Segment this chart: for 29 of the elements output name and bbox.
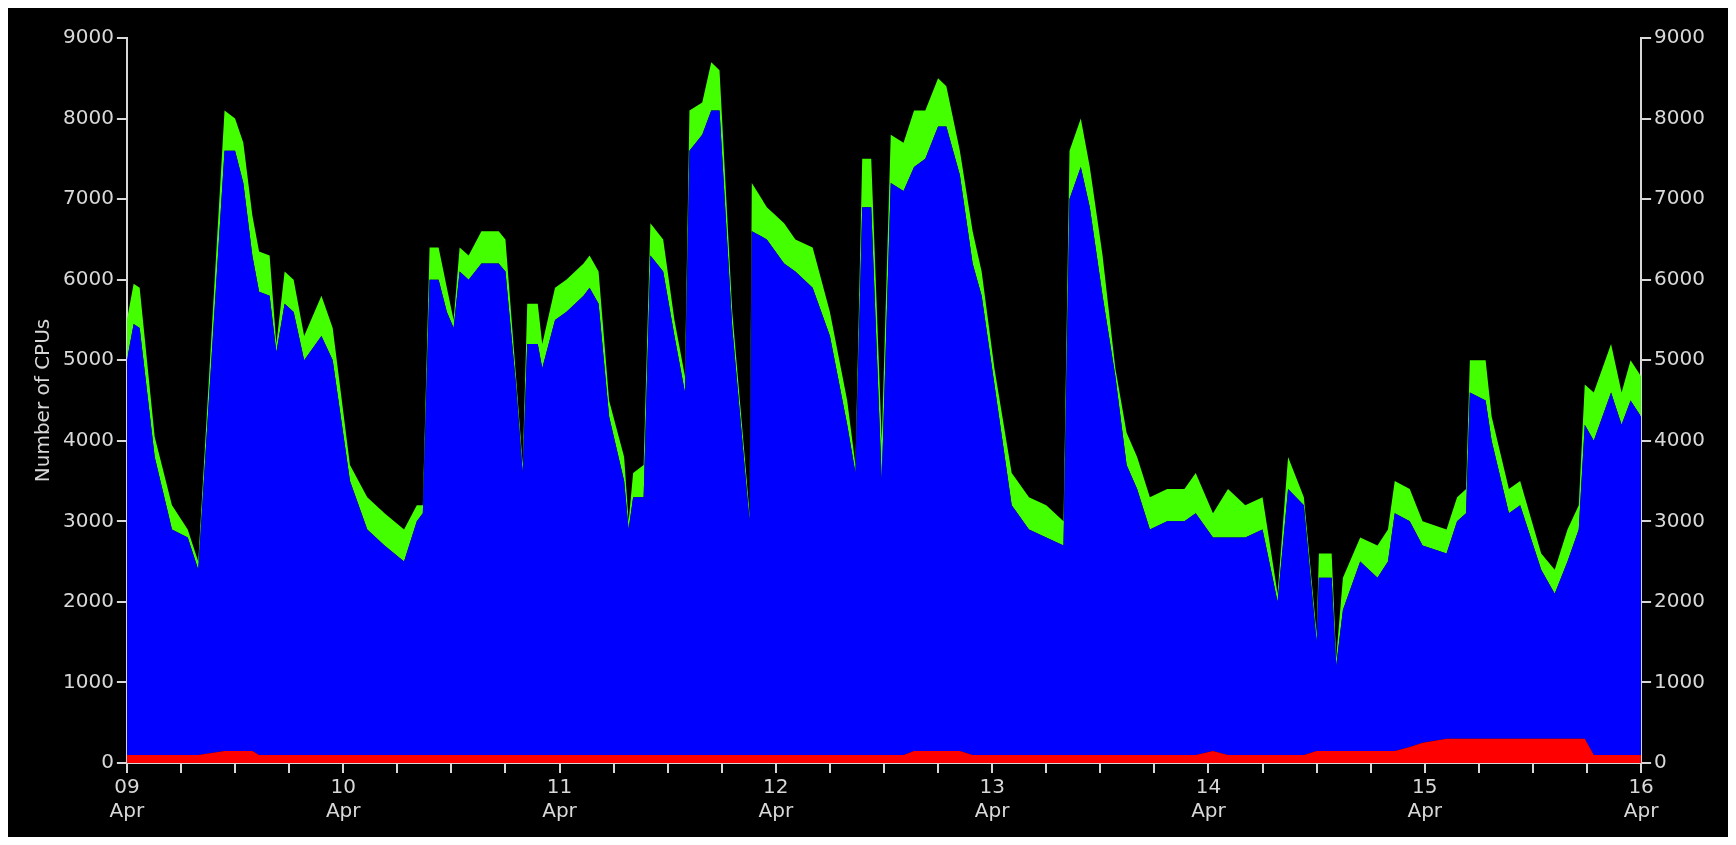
y-tick-label: 9000: [62, 24, 114, 49]
y-tick-label: 8000: [62, 104, 114, 129]
y2-tick-label: 6000: [1654, 265, 1706, 290]
y2-tick-label: 9000: [1654, 24, 1706, 49]
y-tick-label: 6000: [62, 265, 114, 290]
x-tick-label: 11 Apr: [542, 774, 578, 823]
y-tick-label: 0: [101, 749, 114, 774]
y-tick-label: 7000: [62, 185, 114, 210]
y-tick-label: 4000: [62, 426, 114, 451]
x-tick-label: 12 Apr: [758, 774, 794, 823]
x-tick-label: 16 Apr: [1623, 774, 1660, 823]
y2-tick-label: 3000: [1654, 507, 1706, 532]
x-tick-label: 10 Apr: [325, 774, 362, 823]
y-tick-label: 2000: [62, 588, 114, 613]
y2-tick-label: 0: [1654, 749, 1667, 774]
x-tick-label: 15 Apr: [1407, 774, 1443, 823]
y2-tick-label: 2000: [1654, 588, 1706, 613]
y2-tick-label: 7000: [1654, 185, 1706, 210]
y-axis-title: Number of CPUs: [30, 318, 55, 483]
x-tick-label: 14 Apr: [1191, 774, 1227, 823]
x-tick-label: 13 Apr: [974, 774, 1011, 823]
y2-tick-label: 1000: [1654, 668, 1706, 693]
y2-tick-label: 8000: [1654, 104, 1706, 129]
y2-tick-label: 5000: [1654, 346, 1706, 371]
y-tick-label: 3000: [62, 507, 114, 532]
x-tick-label: 09 Apr: [109, 774, 145, 823]
y2-tick-label: 4000: [1654, 426, 1706, 451]
y-tick-label: 1000: [62, 668, 114, 693]
y-tick-label: 5000: [62, 346, 114, 371]
